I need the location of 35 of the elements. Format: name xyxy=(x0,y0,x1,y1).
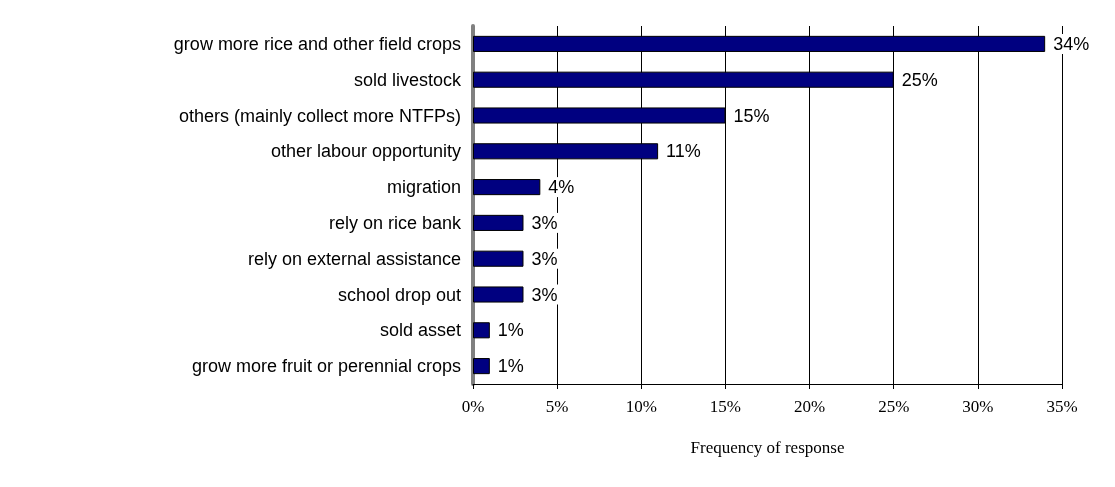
data-label: 1% xyxy=(497,356,524,377)
bar xyxy=(473,358,490,375)
y-tick-label: others (mainly collect more NTFPs) xyxy=(178,105,461,126)
bar xyxy=(473,179,541,196)
y-tick-label: grow more fruit or perennial crops xyxy=(191,356,461,377)
bar xyxy=(473,286,524,303)
y-tick-label: migration xyxy=(386,177,461,198)
data-label: 3% xyxy=(531,284,558,305)
y-tick-label: sold asset xyxy=(379,320,461,341)
y-tick-label: school drop out xyxy=(337,284,461,305)
y-tick-label: sold livestock xyxy=(353,69,462,90)
data-label: 11% xyxy=(666,141,701,162)
data-label: 34% xyxy=(1053,33,1090,54)
bar xyxy=(473,250,524,267)
data-label: 3% xyxy=(531,212,558,233)
bar xyxy=(473,322,490,339)
y-tick-label: other labour opportunity xyxy=(270,141,461,162)
y-tick-label: rely on rice bank xyxy=(328,212,462,233)
x-axis-title: Frequency of response xyxy=(690,438,845,457)
x-tick-label: 5% xyxy=(545,397,569,416)
data-label: 25% xyxy=(901,69,938,90)
x-tick-label: 20% xyxy=(793,397,826,416)
data-label: 15% xyxy=(733,105,770,126)
y-tick-label: rely on external assistance xyxy=(247,248,461,269)
data-label: 4% xyxy=(548,177,575,198)
x-tick-label: 25% xyxy=(878,397,910,416)
x-tick-label: 10% xyxy=(625,397,657,416)
x-tick-label: 0% xyxy=(461,397,485,416)
x-tick-label: 15% xyxy=(709,397,742,416)
data-label: 3% xyxy=(531,248,558,269)
x-tick-label: 30% xyxy=(962,397,994,416)
y-tick-label: grow more rice and other field crops xyxy=(173,33,461,54)
x-tick-label: 35% xyxy=(1046,397,1078,416)
data-label: 1% xyxy=(497,320,524,341)
bar xyxy=(473,214,524,231)
